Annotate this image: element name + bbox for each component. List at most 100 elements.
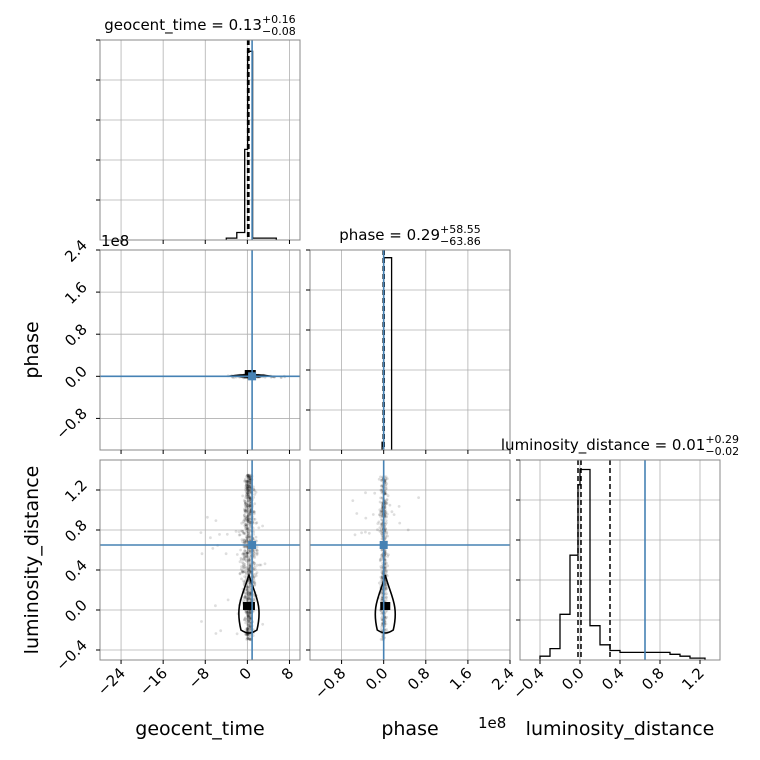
sample-point [246,614,250,617]
sample-point [248,614,252,618]
sample-point [245,587,249,591]
sample-point [380,479,383,482]
panel-frame [309,249,511,451]
sample-point [239,567,243,571]
sample-point [245,612,249,615]
sample-point [247,622,250,626]
sample-point [384,598,388,602]
sample-point [246,554,249,558]
sample-point [380,522,384,526]
sample-point [253,517,257,521]
sample-point [247,637,251,641]
sample-point [247,488,251,492]
sample-point [254,521,258,525]
sample-point [417,496,420,499]
sample-point [379,575,383,579]
sample-point [245,588,248,591]
sample-point [245,590,249,594]
sample-point [245,540,248,543]
sample-point [384,500,387,504]
x-tick-label-phase: −0.8 [311,664,349,702]
sample-point [249,625,253,628]
sample-point [243,549,247,553]
sample-point [245,486,248,490]
sample-point [248,504,252,508]
sample-point [246,633,250,636]
sample-point [253,568,257,571]
sample-point [247,611,251,615]
sample-point [247,494,251,498]
offset-text-y: 1e8 [101,232,129,250]
sample-point [380,576,384,580]
sample-point [384,514,388,518]
sample-point [246,623,250,627]
x-tick-label-geocent_time: −24 [94,664,129,699]
sample-point [248,582,251,586]
sample-point [248,621,252,625]
sample-point [245,530,249,534]
panel-background [100,250,300,450]
sample-point [245,545,249,549]
sample-point [243,617,247,620]
sample-point [385,615,389,619]
sample-point [245,539,248,542]
title-plus: +0.16 [262,13,296,26]
sample-point [384,483,387,487]
sample-point [248,477,252,480]
sample-point [383,628,387,632]
sample-point [245,585,249,589]
sample-point [380,532,383,535]
sample-point [248,512,252,516]
sample-point [384,565,387,569]
sample-point [384,487,387,491]
sample-point [248,505,251,508]
sample-point [247,489,251,493]
sample-point [243,519,247,523]
sample-point [384,492,388,496]
sample-point [246,518,250,522]
sample-point [241,570,244,574]
sample-point [245,502,248,506]
sample-point [246,594,250,598]
sample-point [248,523,252,526]
sample-point [246,513,250,517]
sample-point [380,491,384,495]
sample-point [247,590,251,593]
sample-point [380,506,384,510]
sample-point [384,569,388,572]
sample-point [248,491,252,495]
sample-point [247,518,251,522]
sample-point [246,598,250,601]
sample-point [245,515,249,519]
sample-point [247,535,251,538]
sample-point [248,525,252,529]
sample-point [244,552,248,556]
sample-point [380,625,383,629]
sample-point [379,579,383,583]
sample-point [247,619,251,622]
sample-point [246,560,250,564]
sample-point [244,611,248,614]
sample-point [246,474,250,478]
sample-point [379,565,383,568]
sample-point [249,617,253,620]
sample-point [235,553,239,556]
sample-point [378,559,382,563]
sample-point [384,582,388,586]
sample-point [384,587,388,591]
sample-point [248,585,252,588]
sample-point [246,473,250,477]
sample-point [242,581,246,584]
sample-point [246,615,250,618]
sample-point [238,572,242,575]
sample-point [247,511,251,514]
sample-point [244,549,248,553]
sample-point [253,599,256,603]
sample-point [247,615,250,619]
sample-point [246,622,250,626]
sample-point [247,620,251,623]
sample-point [371,513,375,516]
sample-point [246,585,249,589]
sample-point [378,500,382,504]
sample-point [238,572,242,576]
